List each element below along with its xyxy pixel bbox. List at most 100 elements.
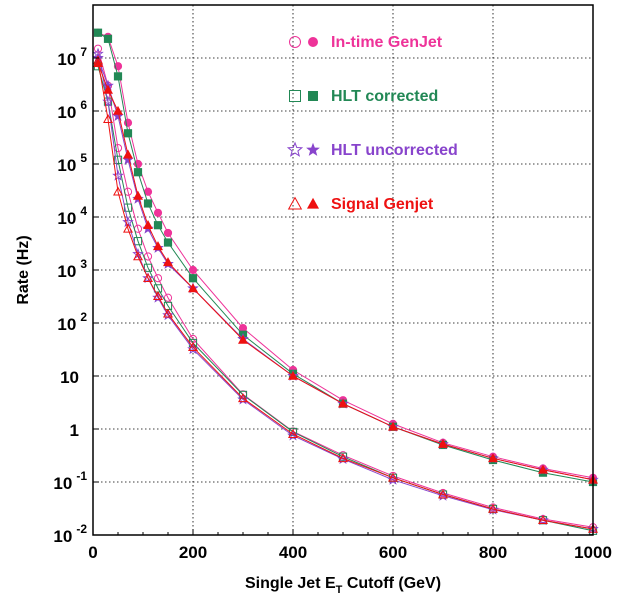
data-point — [103, 84, 113, 94]
y-tick-label: 10 5 — [57, 151, 87, 175]
data-point — [112, 169, 124, 181]
data-point — [103, 34, 113, 43]
legend-item: HLT corrected — [289, 88, 438, 105]
data-point — [133, 168, 143, 177]
x-tick-label: 0 — [88, 543, 97, 562]
y-tick-label: 10 4 — [57, 204, 87, 228]
legend-item: Signal Genjet — [287, 196, 434, 213]
data-point — [123, 129, 133, 138]
data-point — [133, 190, 143, 200]
data-point — [388, 472, 398, 482]
data-point — [133, 251, 143, 261]
legend-item: In-time GenJet — [289, 34, 443, 51]
series-layer — [92, 28, 599, 535]
series-line — [97, 53, 594, 530]
x-axis-title-main: Single Jet E — [245, 575, 336, 592]
data-point — [123, 149, 133, 159]
data-point — [387, 473, 399, 485]
series-signal-genjet-filled — [93, 57, 598, 484]
data-point — [143, 199, 153, 208]
x-axis-title-subscript: T — [336, 584, 343, 596]
legend-filled-marker — [306, 142, 320, 156]
legend-filled-marker — [308, 91, 318, 101]
data-point — [143, 263, 153, 272]
data-point — [288, 370, 298, 380]
legend-label: HLT corrected — [331, 88, 438, 105]
data-point — [537, 514, 549, 526]
data-point — [93, 57, 103, 67]
data-point — [163, 228, 173, 238]
data-point — [153, 241, 163, 251]
legend-filled-marker — [306, 197, 320, 209]
y-tick-label: 10 3 — [57, 257, 87, 281]
y-tick-label: 10 7 — [57, 45, 87, 69]
data-point — [113, 186, 123, 196]
data-point — [153, 208, 163, 217]
data-point — [238, 324, 248, 333]
y-axis-title: Rate (Hz) — [15, 235, 32, 304]
data-point — [153, 221, 163, 230]
data-point — [438, 489, 448, 499]
data-point — [338, 398, 348, 408]
series-hlt-uncorrected-filled — [92, 51, 599, 485]
grid-layer — [93, 5, 593, 535]
x-tick-label: 400 — [279, 543, 307, 562]
data-point — [538, 464, 548, 474]
data-point — [188, 341, 198, 351]
data-point — [163, 293, 173, 302]
data-point — [388, 421, 398, 431]
data-point — [153, 291, 163, 301]
data-point — [188, 274, 198, 283]
legend-item: HLT uncorrected — [286, 141, 458, 159]
data-point — [103, 114, 113, 124]
data-point — [143, 252, 153, 261]
series-hlt-uncorrected-open — [92, 47, 599, 534]
y-tick-label: 10 6 — [57, 98, 87, 122]
data-point — [488, 453, 498, 463]
data-point — [238, 334, 248, 344]
data-point — [538, 515, 548, 525]
x-tick-label: 200 — [179, 543, 207, 562]
data-point — [163, 238, 173, 247]
data-point — [113, 155, 123, 164]
data-point — [288, 428, 298, 438]
x-axis-title-rest: Cutoff (GeV) — [342, 575, 441, 592]
data-point — [163, 308, 173, 318]
data-point — [113, 72, 123, 81]
legend-label: HLT uncorrected — [331, 142, 458, 159]
y-tick-label: 10 2 — [57, 310, 87, 334]
series-line — [97, 57, 594, 481]
x-tick-label: 1000 — [574, 543, 612, 562]
x-tick-label: 600 — [379, 543, 407, 562]
data-point — [143, 220, 153, 230]
x-tick-label: 800 — [479, 543, 507, 562]
legend-filled-marker — [308, 37, 318, 47]
y-tick-label: 1 — [70, 421, 79, 440]
legend-label: Signal Genjet — [331, 196, 434, 213]
legend-open-marker — [289, 90, 301, 102]
data-point — [187, 343, 199, 355]
series-line — [97, 48, 594, 528]
series-line — [97, 60, 594, 530]
y-tick-label: 10 -2 — [53, 522, 87, 546]
legend-open-marker — [289, 36, 301, 48]
data-point — [338, 453, 348, 463]
data-point — [113, 105, 123, 115]
legend-open-marker — [287, 196, 303, 210]
x-axis-title: Single Jet ET Cutoff (GeV) — [245, 575, 441, 596]
legend-label: In-time GenJet — [331, 34, 443, 51]
data-point — [143, 273, 153, 283]
data-point — [153, 274, 163, 283]
y-tick-label: 10 — [60, 368, 79, 387]
data-point — [142, 272, 154, 284]
data-point — [438, 438, 448, 448]
data-point — [188, 283, 198, 293]
legend-open-marker — [286, 141, 304, 157]
data-point — [93, 28, 103, 37]
series-line — [97, 62, 594, 481]
data-point — [188, 265, 198, 275]
data-point — [123, 223, 133, 233]
y-tick-label: 10 -1 — [53, 469, 87, 493]
